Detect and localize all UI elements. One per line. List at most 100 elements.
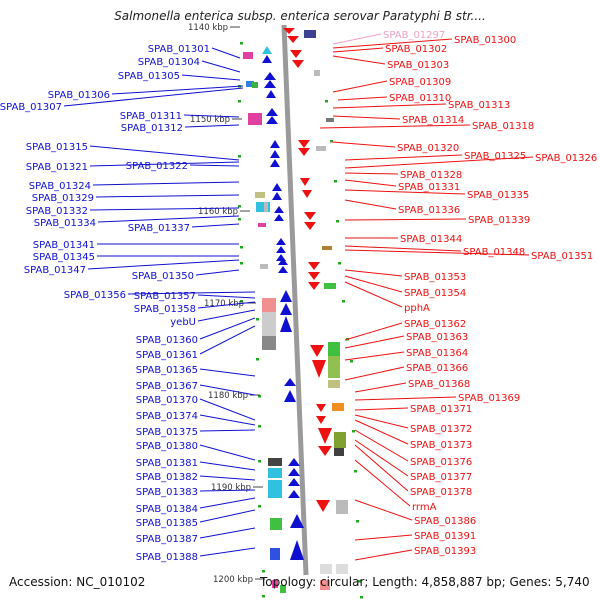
gene-label-SPAB_01388[interactable]: SPAB_01388 xyxy=(136,552,198,563)
gene-label-SPAB_01303[interactable]: SPAB_01303 xyxy=(387,60,449,71)
gene-label-SPAB_01339[interactable]: SPAB_01339 xyxy=(468,215,530,226)
right-gene-labels[interactable]: SPAB_01297 SPAB_01300 SPAB_01302 SPAB_01303… xyxy=(383,30,597,557)
gene-label-SPAB_01297[interactable]: SPAB_01297 xyxy=(383,30,445,41)
gene-label-SPAB_01387[interactable]: SPAB_01387 xyxy=(136,534,198,545)
gene-label-SPAB_01314[interactable]: SPAB_01314 xyxy=(402,115,464,126)
gene-label-pphA[interactable]: pphA xyxy=(404,303,430,314)
gene-label-SPAB_01369[interactable]: SPAB_01369 xyxy=(458,393,520,404)
gene-label-SPAB_01385[interactable]: SPAB_01385 xyxy=(136,518,198,529)
gene-label-SPAB_01337[interactable]: SPAB_01337 xyxy=(128,223,190,234)
gene-label-SPAB_01345[interactable]: SPAB_01345 xyxy=(33,252,95,263)
gene-label-yebU[interactable]: yebU xyxy=(170,317,196,328)
gene-label-rrmA[interactable]: rrmA xyxy=(412,502,437,513)
gene-label-SPAB_01370[interactable]: SPAB_01370 xyxy=(136,395,198,406)
gene-label-SPAB_01301[interactable]: SPAB_01301 xyxy=(148,44,210,55)
gene-label-SPAB_01350[interactable]: SPAB_01350 xyxy=(132,271,194,282)
gene-label-SPAB_01348[interactable]: SPAB_01348 xyxy=(463,247,525,258)
gene-box xyxy=(304,30,316,38)
gene-label-SPAB_01375[interactable]: SPAB_01375 xyxy=(136,427,198,438)
gene-label-SPAB_01306[interactable]: SPAB_01306 xyxy=(48,90,110,101)
gene-label-SPAB_01331[interactable]: SPAB_01331 xyxy=(398,182,460,193)
gene-label-SPAB_01313[interactable]: SPAB_01313 xyxy=(448,100,510,111)
gene-label-SPAB_01365[interactable]: SPAB_01365 xyxy=(136,365,198,376)
gene-label-SPAB_01300[interactable]: SPAB_01300 xyxy=(454,35,516,46)
gene-label-SPAB_01318[interactable]: SPAB_01318 xyxy=(472,121,534,132)
gene-box xyxy=(270,548,280,560)
gene-label-SPAB_01381[interactable]: SPAB_01381 xyxy=(136,458,198,469)
leader-line xyxy=(344,281,403,308)
gene-label-SPAB_01376[interactable]: SPAB_01376 xyxy=(410,457,472,468)
gene-label-SPAB_01336[interactable]: SPAB_01336 xyxy=(398,205,460,216)
gene-box xyxy=(320,580,330,590)
leader-line xyxy=(199,429,256,432)
gene-label-SPAB_01360[interactable]: SPAB_01360 xyxy=(136,335,198,346)
gene-label-SPAB_01335[interactable]: SPAB_01335 xyxy=(467,190,529,201)
gene-label-SPAB_01384[interactable]: SPAB_01384 xyxy=(136,504,198,515)
tick-mark xyxy=(262,570,265,573)
gene-label-SPAB_01305[interactable]: SPAB_01305 xyxy=(118,71,180,82)
gene-label-SPAB_01386[interactable]: SPAB_01386 xyxy=(414,516,476,527)
gene-label-SPAB_01372[interactable]: SPAB_01372 xyxy=(410,424,472,435)
kbp-label: 1150 kbp xyxy=(190,115,230,125)
left-leader-lines xyxy=(63,47,256,557)
gene-label-SPAB_01380[interactable]: SPAB_01380 xyxy=(136,441,198,452)
leader-line xyxy=(127,291,256,295)
gene-arrow-up xyxy=(262,46,272,54)
kbp-label: 1190 kbp xyxy=(211,483,251,493)
gene-label-SPAB_01322[interactable]: SPAB_01322 xyxy=(126,161,188,172)
gene-label-SPAB_01377[interactable]: SPAB_01377 xyxy=(410,472,472,483)
gene-label-SPAB_01307[interactable]: SPAB_01307 xyxy=(0,102,62,113)
gene-label-SPAB_01361[interactable]: SPAB_01361 xyxy=(136,350,198,361)
gene-label-SPAB_01378[interactable]: SPAB_01378 xyxy=(410,487,472,498)
gene-label-SPAB_01362[interactable]: SPAB_01362 xyxy=(404,319,466,330)
gene-label-SPAB_01371[interactable]: SPAB_01371 xyxy=(410,404,472,415)
gene-label-SPAB_01358[interactable]: SPAB_01358 xyxy=(134,304,196,315)
gene-label-SPAB_01332[interactable]: SPAB_01332 xyxy=(26,206,88,217)
gene-label-SPAB_01357[interactable]: SPAB_01357 xyxy=(134,291,196,302)
gene-label-SPAB_01321[interactable]: SPAB_01321 xyxy=(26,162,88,173)
gene-label-SPAB_01347[interactable]: SPAB_01347 xyxy=(24,265,86,276)
gene-label-SPAB_01302[interactable]: SPAB_01302 xyxy=(385,44,447,55)
leader-line xyxy=(354,439,409,477)
gene-box xyxy=(262,336,276,350)
gene-label-SPAB_01364[interactable]: SPAB_01364 xyxy=(406,348,468,359)
gene-label-SPAB_01312[interactable]: SPAB_01312 xyxy=(121,123,183,134)
gene-label-SPAB_01363[interactable]: SPAB_01363 xyxy=(406,332,468,343)
gene-label-SPAB_01324[interactable]: SPAB_01324 xyxy=(29,181,91,192)
gene-label-SPAB_01353[interactable]: SPAB_01353 xyxy=(404,272,466,283)
gene-label-SPAB_01304[interactable]: SPAB_01304 xyxy=(138,57,200,68)
gene-label-SPAB_01344[interactable]: SPAB_01344 xyxy=(400,234,462,245)
kbp-label: 1160 kbp xyxy=(198,207,238,217)
gene-label-SPAB_01326[interactable]: SPAB_01326 xyxy=(535,153,597,164)
gene-label-SPAB_01329[interactable]: SPAB_01329 xyxy=(32,193,94,204)
gene-label-SPAB_01368[interactable]: SPAB_01368 xyxy=(408,379,470,390)
gene-label-SPAB_01311[interactable]: SPAB_01311 xyxy=(120,111,182,122)
gene-arrow-down xyxy=(316,404,326,412)
gene-label-SPAB_01328[interactable]: SPAB_01328 xyxy=(400,170,462,181)
gene-label-SPAB_01374[interactable]: SPAB_01374 xyxy=(136,411,198,422)
leader-line xyxy=(197,309,256,322)
gene-label-SPAB_01320[interactable]: SPAB_01320 xyxy=(397,143,459,154)
gene-arrow-up xyxy=(278,266,288,273)
gene-label-SPAB_01341[interactable]: SPAB_01341 xyxy=(33,240,95,251)
gene-label-SPAB_01383[interactable]: SPAB_01383 xyxy=(136,487,198,498)
gene-label-SPAB_01315[interactable]: SPAB_01315 xyxy=(26,142,88,153)
gene-label-SPAB_01325[interactable]: SPAB_01325 xyxy=(464,151,526,162)
gene-label-SPAB_01309[interactable]: SPAB_01309 xyxy=(389,77,451,88)
gene-label-SPAB_01310[interactable]: SPAB_01310 xyxy=(389,93,451,104)
gene-label-SPAB_01351[interactable]: SPAB_01351 xyxy=(531,251,593,262)
gene-label-SPAB_01354[interactable]: SPAB_01354 xyxy=(404,288,466,299)
gene-label-SPAB_01367[interactable]: SPAB_01367 xyxy=(136,381,198,392)
gene-label-SPAB_01382[interactable]: SPAB_01382 xyxy=(136,472,198,483)
accession-label: Accession: NC_010102 xyxy=(9,575,146,589)
leader-line xyxy=(344,269,403,277)
left-gene-labels[interactable]: SPAB_01301 SPAB_01304 SPAB_01305 SPAB_01306… xyxy=(0,44,210,563)
gene-label-SPAB_01366[interactable]: SPAB_01366 xyxy=(406,363,468,374)
gene-label-SPAB_01356[interactable]: SPAB_01356 xyxy=(64,290,126,301)
gene-label-SPAB_01373[interactable]: SPAB_01373 xyxy=(410,440,472,451)
gene-arrow-down xyxy=(304,212,316,220)
gene-label-SPAB_01391[interactable]: SPAB_01391 xyxy=(414,531,476,542)
gene-label-SPAB_01393[interactable]: SPAB_01393 xyxy=(414,546,476,557)
leader-line xyxy=(87,259,240,270)
gene-label-SPAB_01334[interactable]: SPAB_01334 xyxy=(34,218,96,229)
